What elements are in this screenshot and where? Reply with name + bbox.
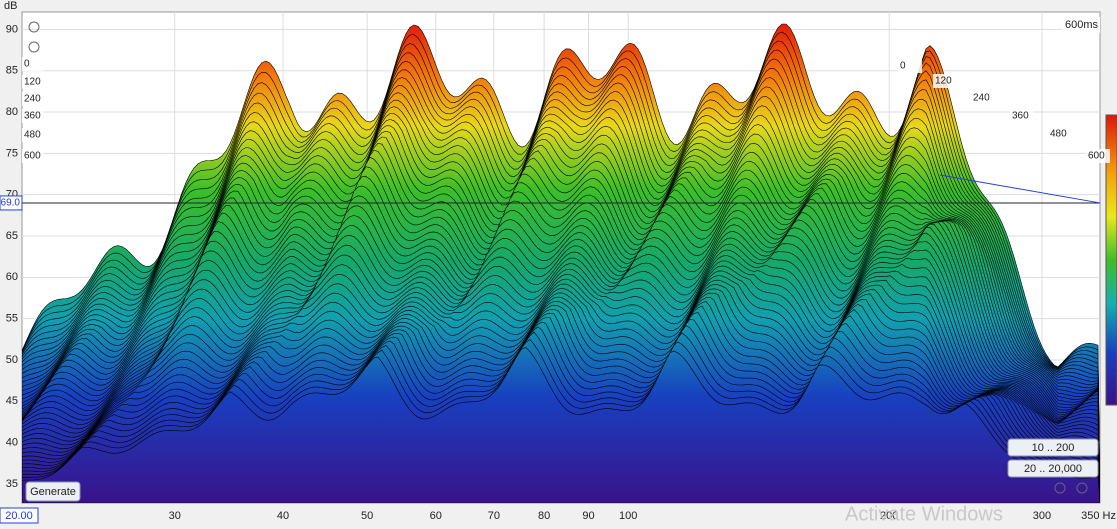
time-label-box [898,59,922,73]
time-label-left: 120 [24,77,41,88]
range-low-text: 10 .. 200 [1032,442,1075,454]
time-label-right: 360 [1012,111,1029,122]
time-end-box [1062,17,1100,33]
time-label-right: 600 [1088,151,1105,162]
x-tick-label: 70 [488,510,500,522]
time-label-right: 240 [973,93,990,104]
time-label-box [22,109,44,123]
y-tick-label: 65 [6,230,18,242]
x-tick-label: 40 [277,510,289,522]
time-label-right: 0 [900,61,906,72]
slice [22,347,1100,503]
zoom-icons[interactable] [28,21,1088,494]
time-label-box [22,75,44,89]
time-label-left: 0 [24,59,30,70]
time-label-box [971,91,995,105]
x-tick-label: 80 [538,510,550,522]
time-label-right: 480 [1050,129,1067,140]
time-label-left: 480 [24,130,41,141]
time-label-left: 600 [24,151,41,162]
time-label-box [22,149,44,163]
time-label-box [22,92,44,106]
y-tick-label: 55 [6,313,18,325]
cursor-line-back [939,174,1101,204]
range-full-text: 20 .. 20,000 [1024,463,1082,475]
x-tick-label: 30 [169,510,181,522]
y-tick-label: 85 [6,65,18,77]
x-tick-label: 200 [880,510,898,522]
y-tick-label: 35 [6,478,18,490]
time-label-right: 120 [935,76,952,87]
range-low-button[interactable]: 10 .. 200 [1007,438,1099,457]
x-tick-label: 90 [582,510,594,522]
time-label-box [933,74,957,88]
time-label-box [1048,127,1072,141]
time-label-box [1086,149,1110,163]
generate-button[interactable]: Generate [25,481,81,502]
y-tick-label: 80 [6,106,18,118]
range-full-button[interactable]: 20 .. 20,000 [1007,459,1099,478]
color-scale [1105,114,1117,406]
x-tick-label: 60 [430,510,442,522]
y-tick-label: 75 [6,147,18,159]
time-label-left: 240 [24,94,41,105]
y-tick-label: 50 [6,354,18,366]
x-tick-label: 50 [361,510,373,522]
x-end-label: 350 Hz [1081,510,1116,522]
cursor-level: 69.0 [1,198,21,209]
y-tick-label: 45 [6,395,18,407]
time-label-box [1010,109,1034,123]
time-label-left: 360 [24,111,41,122]
x-tick-label: 300 [1033,510,1051,522]
cursor-freq-box [0,507,39,524]
generate-text: Generate [30,486,76,498]
time-end: 600ms [1065,19,1099,31]
watermark: Activate Windows [845,503,1003,525]
y-tick-label: 90 [6,23,18,35]
time-label-box [22,128,44,142]
time-label-box [22,57,44,71]
y-axis-label: dB [4,0,17,12]
waterfall-surface [22,23,1100,503]
x-tick-label: 100 [619,510,637,522]
y-tick-label: 60 [6,271,18,283]
y-tick-label: 40 [6,437,18,449]
cursor-freq: 20.00 [5,510,33,522]
cursor-level-box [0,195,23,211]
